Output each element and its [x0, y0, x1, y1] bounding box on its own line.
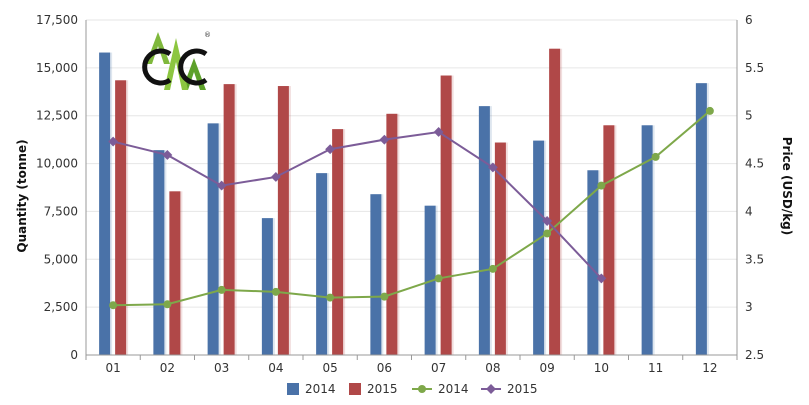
x-tick-label: 09 [539, 361, 554, 375]
right-tick-label: 5.5 [745, 61, 764, 75]
bar-2015 [332, 129, 344, 355]
bar-2015 [277, 86, 289, 356]
bar-2014 [641, 125, 653, 356]
price-point-2014 [163, 300, 172, 309]
bar-2015 [603, 125, 615, 356]
bar-2015 [115, 80, 127, 356]
bar-2014 [99, 52, 111, 356]
price-point-2014 [271, 287, 280, 296]
logo-c-left-icon [142, 48, 172, 86]
right-tick-label: 4.5 [745, 157, 764, 171]
bar-2014 [316, 173, 328, 355]
bar-2015 [386, 113, 398, 355]
left-tick-label: 0 [70, 348, 78, 362]
price-point-2014 [109, 301, 118, 310]
price-point-2015 [433, 127, 444, 137]
price-point-2014 [543, 229, 552, 238]
price-point-2015 [487, 162, 498, 173]
legend: 2014 2015 2014 2015 [287, 382, 538, 396]
price-point-2014 [488, 264, 497, 273]
price-point-2015 [542, 216, 553, 226]
right-tick-label: 4 [745, 204, 753, 218]
price-point-2015 [270, 172, 281, 182]
left-tick-label: 12,500 [36, 109, 78, 123]
price-point-2014 [326, 293, 335, 302]
bar-2014 [533, 140, 545, 355]
legend-marker-line-2015 [486, 384, 496, 394]
logo-registered-mark: ® [204, 31, 211, 39]
x-tick-label: 07 [431, 361, 446, 375]
x-tick-label: 08 [485, 361, 500, 375]
x-tick-label: 12 [702, 361, 717, 375]
legend-label-line-2015: 2015 [507, 382, 538, 396]
price-point-2015 [596, 273, 607, 284]
right-tick-label: 6 [745, 13, 753, 27]
price-point-2014 [434, 274, 443, 283]
right-tick-label: 3.5 [745, 252, 764, 266]
logo-c-right-icon [178, 48, 208, 86]
bar-2014 [207, 123, 219, 355]
bar-2014 [587, 170, 599, 355]
price-point-2015 [108, 136, 119, 147]
x-tick-label: 02 [160, 361, 175, 375]
left-tick-label: 15,000 [36, 61, 78, 75]
price-point-2014 [597, 181, 606, 190]
price-line-2015 [112, 130, 603, 280]
price-point-2014 [217, 285, 226, 294]
brand-logo: ® [142, 31, 211, 90]
bar-2015 [494, 142, 506, 355]
x-tick-label: 05 [322, 361, 337, 375]
right-tick-label: 5 [745, 109, 753, 123]
bar-2015 [169, 191, 181, 355]
right-tick-label: 2.5 [745, 348, 764, 362]
price-point-2015 [379, 134, 390, 145]
price-point-2015 [162, 150, 173, 160]
price-line-2014 [113, 110, 711, 307]
bar-2015 [223, 84, 235, 355]
x-tick-label: 03 [214, 361, 229, 375]
right-axis-title: Price (USD/kg) [780, 137, 794, 236]
price-point-2015 [325, 144, 336, 155]
price-lines [108, 106, 714, 310]
x-tick-label: 10 [594, 361, 609, 375]
legend-label-line-2014: 2014 [438, 382, 469, 396]
bar-2014 [478, 106, 490, 356]
legend-label-bar-2014: 2014 [305, 382, 336, 396]
price-point-2014 [705, 106, 714, 115]
bars [99, 48, 709, 356]
bar-2014 [261, 218, 273, 355]
left-tick-label: 10,000 [36, 157, 78, 171]
legend-label-bar-2015: 2015 [367, 382, 398, 396]
bar-2014 [153, 150, 165, 355]
price-point-2015 [216, 180, 227, 191]
bar-2015 [440, 75, 452, 355]
axes: 0 2,500 5,000 7,500 10,000 12,500 15,000 17,500… [36, 13, 764, 375]
bar-2015 [549, 48, 561, 355]
left-axis-title: Quantity (tonne) [15, 139, 29, 252]
x-tick-label: 11 [648, 361, 663, 375]
price-point-2014 [651, 152, 660, 161]
legend-marker-line-2014 [418, 385, 426, 393]
x-tick-label: 06 [377, 361, 392, 375]
left-tick-label: 17,500 [36, 13, 78, 27]
bar-2014 [370, 194, 382, 355]
x-tick-label: 04 [268, 361, 283, 375]
left-tick-label: 7,500 [44, 204, 78, 218]
legend-swatch-bar-2015 [349, 383, 361, 395]
bar-2014 [695, 83, 707, 356]
x-tick-label: 01 [105, 361, 120, 375]
right-tick-label: 3 [745, 300, 753, 314]
left-tick-label: 2,500 [44, 300, 78, 314]
left-tick-label: 5,000 [44, 252, 78, 266]
price-point-2014 [380, 292, 389, 301]
legend-swatch-bar-2014 [287, 383, 299, 395]
